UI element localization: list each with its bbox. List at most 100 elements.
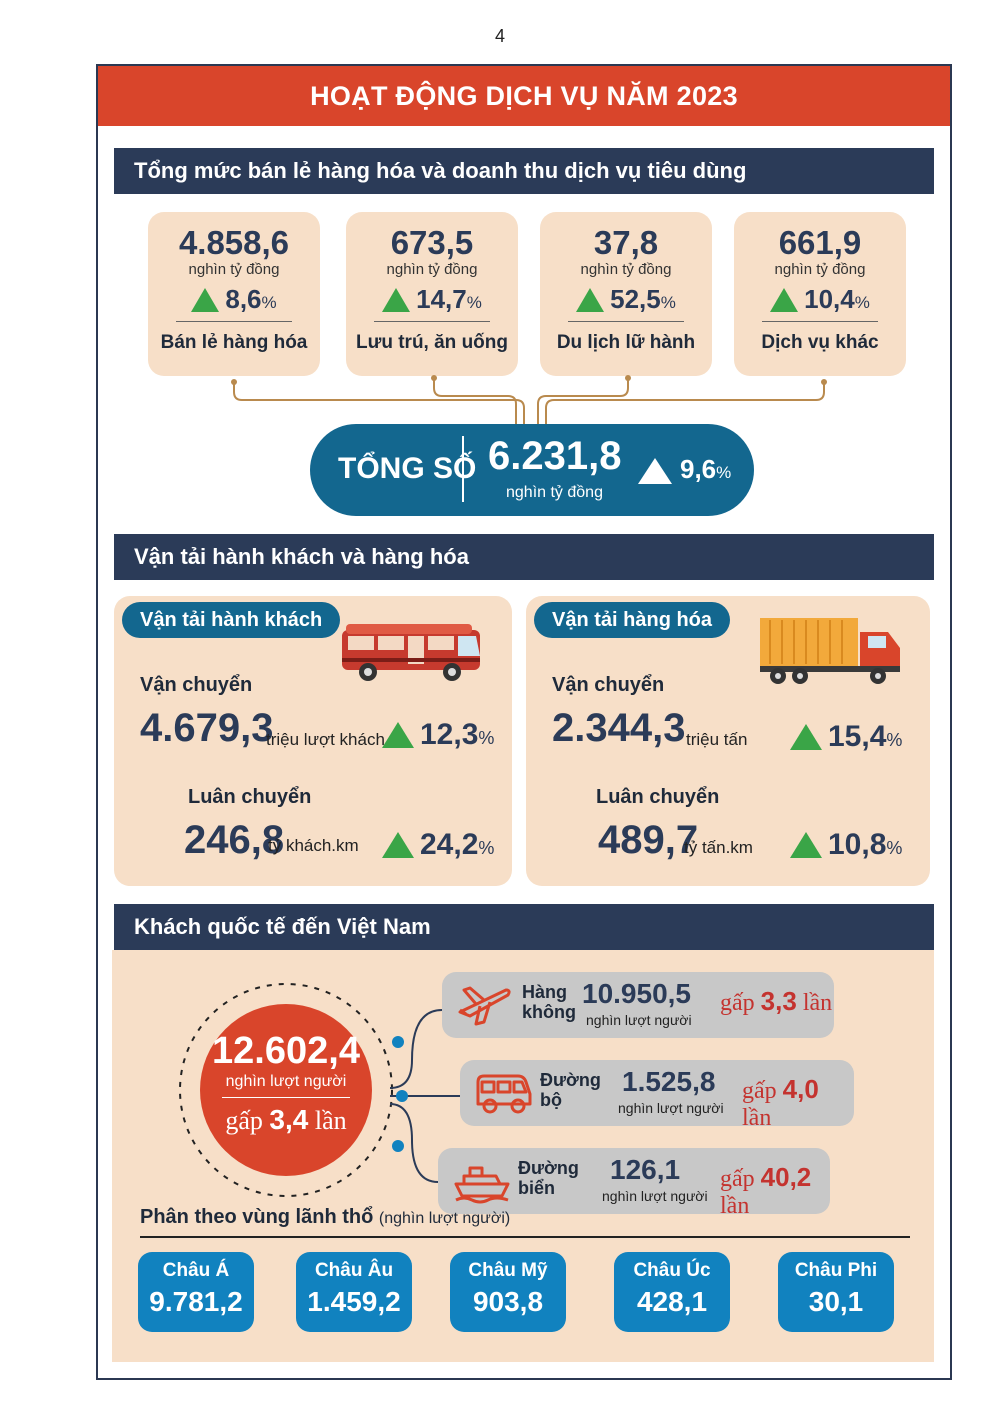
mode-unit: nghìn lượt người [618, 1100, 724, 1116]
intl-section-header: Khách quốc tế đến Việt Nam [114, 904, 934, 950]
up-arrow-icon [382, 287, 411, 312]
cargo-tab: Vận tải hàng hóa [534, 602, 731, 638]
retail-card-accommodation: 673,5 nghìn tỷ đồng 14,7% Lưu trú, ăn uố… [346, 212, 518, 376]
truck-icon [760, 618, 900, 684]
region-america: Châu Mỹ 903,8 [450, 1252, 566, 1332]
mode-sea: Đường biển 126,1 nghìn lượt người gấp 40,… [438, 1148, 830, 1219]
airplane-icon [458, 986, 511, 1026]
passenger-carry-growth: 12,3% [382, 718, 494, 752]
cargo-carry-value: 2.344,3 [552, 706, 686, 750]
total-separator [462, 436, 464, 502]
up-arrow-icon [382, 832, 414, 858]
card-value: 673,5 [390, 224, 474, 261]
passenger-carry-value: 4.679,3 [140, 706, 274, 750]
passenger-rotation-label: Luân chuyển [188, 786, 312, 808]
visitor-total-unit: nghìn lượt người [225, 1073, 347, 1090]
infographic-frame: HOẠT ĐỘNG DỊCH VỤ NĂM 2023 Tổng mức bán … [96, 64, 952, 1380]
total-growth: 9,6% [680, 454, 732, 484]
cargo-carry-label: Vận chuyển [552, 674, 665, 696]
retail-card-tourism: 37,8 nghìn tỷ đồng 52,5% Du lịch lữ hành [540, 212, 712, 376]
card-growth: 10,4% [734, 284, 906, 315]
region-value: 1.459,2 [307, 1286, 401, 1317]
total-value: 6.231,8 [488, 434, 622, 478]
mode-unit: nghìn lượt người [586, 1012, 692, 1028]
card-divider [568, 321, 684, 322]
card-label: Du lịch lữ hành [556, 332, 696, 353]
visitor-total-value: 12.602,4 [212, 1030, 360, 1072]
mode-name: Đường biển [518, 1158, 579, 1198]
visitor-ring [179, 983, 460, 1197]
card-unit: nghìn tỷ đồng [188, 261, 280, 278]
card-label: Bán lẻ hàng hóa [160, 332, 308, 353]
card-divider [176, 321, 292, 322]
cargo-rotation-label: Luân chuyển [596, 786, 720, 808]
region-name: Châu Âu [314, 1260, 394, 1281]
mode-name: Đường bộ [540, 1070, 601, 1110]
cargo-rotation-unit: tỷ tấn.km [684, 838, 753, 857]
cargo-carry-growth: 15,4% [790, 720, 902, 754]
mode-value: 126,1 [610, 1154, 681, 1185]
up-arrow-icon [770, 287, 799, 312]
cargo-rotation-value: 489,7 [598, 818, 699, 862]
visitor-total-circle: 12.602,4 nghìn lượt người gấp 3,4 lần [200, 1004, 372, 1176]
passenger-rotation-value: 246,8 [184, 818, 285, 862]
region-value: 903,8 [472, 1286, 544, 1317]
card-growth: 14,7% [346, 284, 518, 315]
region-oceania: Châu Úc 428,1 [614, 1252, 730, 1332]
card-divider [762, 321, 878, 322]
transport-section-header: Vận tải hành khách và hàng hóa [114, 534, 934, 580]
region-title: Phân theo vùng lãnh thổ (nghìn lượt ngườ… [140, 1206, 511, 1228]
region-name: Châu Phi [794, 1260, 878, 1281]
mode-unit: nghìn lượt người [602, 1188, 708, 1204]
passenger-rotation-unit: tỷ khách.km [268, 836, 359, 855]
card-unit: nghìn tỷ đồng [774, 261, 866, 278]
region-value: 428,1 [636, 1286, 708, 1317]
up-arrow-icon [790, 724, 822, 750]
up-arrow-icon [191, 287, 220, 312]
mode-multiplier: gấp 3,3 lần [720, 986, 833, 1016]
region-asia: Châu Á 9.781,2 [138, 1252, 254, 1332]
mode-value: 10.950,5 [582, 978, 691, 1009]
up-arrow-icon [638, 458, 672, 484]
cargo-panel: Vận tải hàng hóa Vận chuyển 2.344,3 triệ… [526, 596, 930, 886]
card-unit: nghìn tỷ đồng [580, 261, 672, 278]
card-divider [374, 321, 490, 322]
cargo-rotation-growth: 10,8% [790, 828, 902, 862]
region-name: Châu Á [162, 1260, 230, 1281]
card-label: Dịch vụ khác [761, 332, 879, 353]
up-arrow-icon [576, 287, 605, 312]
card-unit: nghìn tỷ đồng [386, 261, 478, 278]
bus-icon [342, 624, 480, 681]
main-title: HOẠT ĐỘNG DỊCH VỤ NĂM 2023 [98, 66, 950, 126]
total-label: TỔNG SỐ [338, 452, 477, 485]
up-arrow-icon [382, 722, 414, 748]
retail-card-goods: 4.858,6 nghìn tỷ đồng 8,6% Bán lẻ hàng h… [148, 212, 320, 376]
mode-value: 1.525,8 [622, 1066, 716, 1097]
card-connectors [231, 375, 827, 424]
mode-air: Hàng không 10.950,5 nghìn lượt người gấp … [442, 972, 834, 1038]
circle-divider [222, 1097, 350, 1098]
card-growth: 52,5% [540, 284, 712, 315]
visitor-total-multiplier: gấp 3,4 lần [225, 1104, 347, 1135]
mode-multiplier: gấp 4,0 lần [742, 1074, 819, 1131]
intl-area: 12.602,4 nghìn lượt người gấp 3,4 lần Hà… [112, 950, 934, 1362]
mode-multiplier: gấp 40,2 lần [720, 1162, 812, 1219]
passenger-rotation-growth: 24,2% [382, 828, 494, 862]
region-name: Châu Mỹ [468, 1260, 548, 1281]
mode-road: Đường bộ 1.525,8 nghìn lượt người gấp 4,0… [460, 1060, 854, 1131]
region-value: 9.781,2 [149, 1286, 243, 1317]
region-africa: Châu Phi 30,1 [778, 1252, 894, 1332]
retail-card-other: 661,9 nghìn tỷ đồng 10,4% Dịch vụ khác [734, 212, 906, 376]
card-value: 4.858,6 [178, 224, 290, 261]
passenger-panel: Vận tải hành khách Vận chuyển 4.679,3 tr… [114, 596, 512, 886]
passenger-carry-label: Vận chuyển [140, 674, 253, 696]
up-arrow-icon [790, 832, 822, 858]
retail-section-header: Tổng mức bán lẻ hàng hóa và doanh thu dị… [114, 148, 934, 194]
page-number: 4 [494, 26, 505, 46]
cargo-carry-unit: triệu tấn [686, 730, 748, 749]
retail-total: TỔNG SỐ 6.231,8 nghìn tỷ đồng 9,6% [310, 424, 754, 516]
passenger-carry-unit: triệu lượt khách [266, 730, 385, 749]
passenger-tab: Vận tải hành khách [122, 602, 341, 638]
region-name: Châu Úc [633, 1260, 711, 1281]
mode-name: Hàng không [522, 982, 576, 1022]
